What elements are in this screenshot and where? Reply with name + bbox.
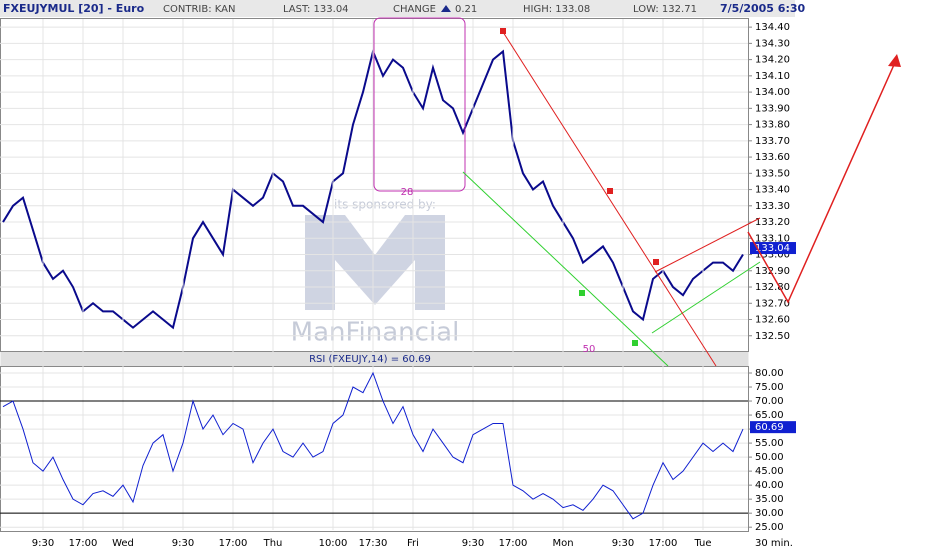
x-tick-label: Thu <box>263 538 283 549</box>
last-value-label: 60.69 <box>755 422 784 433</box>
contrib: CONTRIB: KAN <box>163 4 235 15</box>
forecast-line <box>747 57 898 304</box>
y-tick-label: 133.20 <box>755 217 790 228</box>
change-label: CHANGE <box>393 4 436 15</box>
x-tick-label: 9:30 <box>172 538 194 549</box>
y-tick-label: 70.00 <box>755 396 784 407</box>
y-tick-label: 132.50 <box>755 331 790 342</box>
marker <box>653 259 659 265</box>
x-tick-label: 17:30 <box>359 538 388 549</box>
y-tick-label: 133.10 <box>755 233 790 244</box>
point-label: 50 <box>583 344 596 355</box>
x-tick-label: 10:00 <box>319 538 348 549</box>
y-tick-label: 134.00 <box>755 87 790 98</box>
x-tick-label: 9:30 <box>612 538 634 549</box>
high: HIGH: 133.08 <box>523 4 590 15</box>
trend-line <box>654 217 761 273</box>
y-tick-label: 35.00 <box>755 494 784 505</box>
x-tick-label: 17:00 <box>649 538 678 549</box>
x-tick-label: 17:00 <box>69 538 98 549</box>
y-tick-label: 133.30 <box>755 201 790 212</box>
y-tick-label: 132.90 <box>755 266 790 277</box>
y-tick-label: 133.60 <box>755 152 790 163</box>
x-tick-label: 9:30 <box>32 538 54 549</box>
marker <box>632 340 638 346</box>
y-tick-label: 80.00 <box>755 368 784 379</box>
trend-line <box>502 31 717 367</box>
change: 0.21 <box>455 4 477 15</box>
marker <box>607 188 613 194</box>
y-tick-label: 134.30 <box>755 38 790 49</box>
last-value-box <box>750 421 796 434</box>
last-value-box <box>750 242 796 255</box>
divider <box>0 352 749 366</box>
rsi-panel <box>0 366 749 532</box>
box-label: 28 <box>401 187 414 198</box>
watermark-caption: its sponsored by: <box>334 198 436 212</box>
y-tick-label: 133.50 <box>755 168 790 179</box>
x-tick-label: Wed <box>112 538 134 549</box>
y-tick-label: 134.20 <box>755 55 790 66</box>
series-line <box>2 371 744 520</box>
low: LOW: 132.71 <box>633 4 697 15</box>
x-tick-label: 17:00 <box>219 538 248 549</box>
highlight-box <box>373 17 466 192</box>
y-tick-label: 25.00 <box>755 522 784 533</box>
x-tick-label: Tue <box>693 538 711 549</box>
y-tick-label: 50.00 <box>755 452 784 463</box>
last-value-label: 133.04 <box>755 243 790 254</box>
y-tick-label: 132.80 <box>755 282 790 293</box>
interval-label: 30 min. <box>755 538 793 549</box>
y-tick-label: 45.00 <box>755 466 784 477</box>
arrow-head <box>888 54 901 67</box>
watermark-brand: ManFinancial <box>291 318 460 348</box>
y-tick-label: 40.00 <box>755 480 784 491</box>
y-tick-label: 132.70 <box>755 298 790 309</box>
y-tick-label: 133.80 <box>755 120 790 131</box>
datetime: 7/5/2005 6:30 <box>720 2 805 15</box>
y-tick-label: 132.60 <box>755 315 790 326</box>
y-tick-label: 55.00 <box>755 438 784 449</box>
y-tick-label: 133.90 <box>755 103 790 114</box>
y-tick-label: 75.00 <box>755 382 784 393</box>
trend-line <box>462 171 669 367</box>
x-tick-label: Fri <box>407 538 419 549</box>
y-tick-label: 134.10 <box>755 71 790 82</box>
annotations: 28 50 <box>373 17 901 367</box>
x-tick-label: Mon <box>552 538 573 549</box>
y-tick-label: 133.70 <box>755 136 790 147</box>
panel-title: RSI (FXEUJY,14) = 60.69 <box>309 354 431 365</box>
y-tick-label: 134.40 <box>755 22 790 33</box>
y-tick-label: 30.00 <box>755 508 784 519</box>
trend-line <box>651 261 761 334</box>
marker <box>579 290 585 296</box>
y-tick-label: 133.40 <box>755 185 790 196</box>
header-bar <box>0 0 795 17</box>
last: LAST: 133.04 <box>283 4 349 15</box>
up-arrow <box>441 5 451 12</box>
symbol: FXEUJYMUL [20] - Euro <box>3 2 145 15</box>
y-tick-label: 133.00 <box>755 250 790 261</box>
marker <box>500 28 506 34</box>
y-tick-label: 65.00 <box>755 410 784 421</box>
x-tick-label: 17:00 <box>499 538 528 549</box>
x-tick-label: 9:30 <box>462 538 484 549</box>
